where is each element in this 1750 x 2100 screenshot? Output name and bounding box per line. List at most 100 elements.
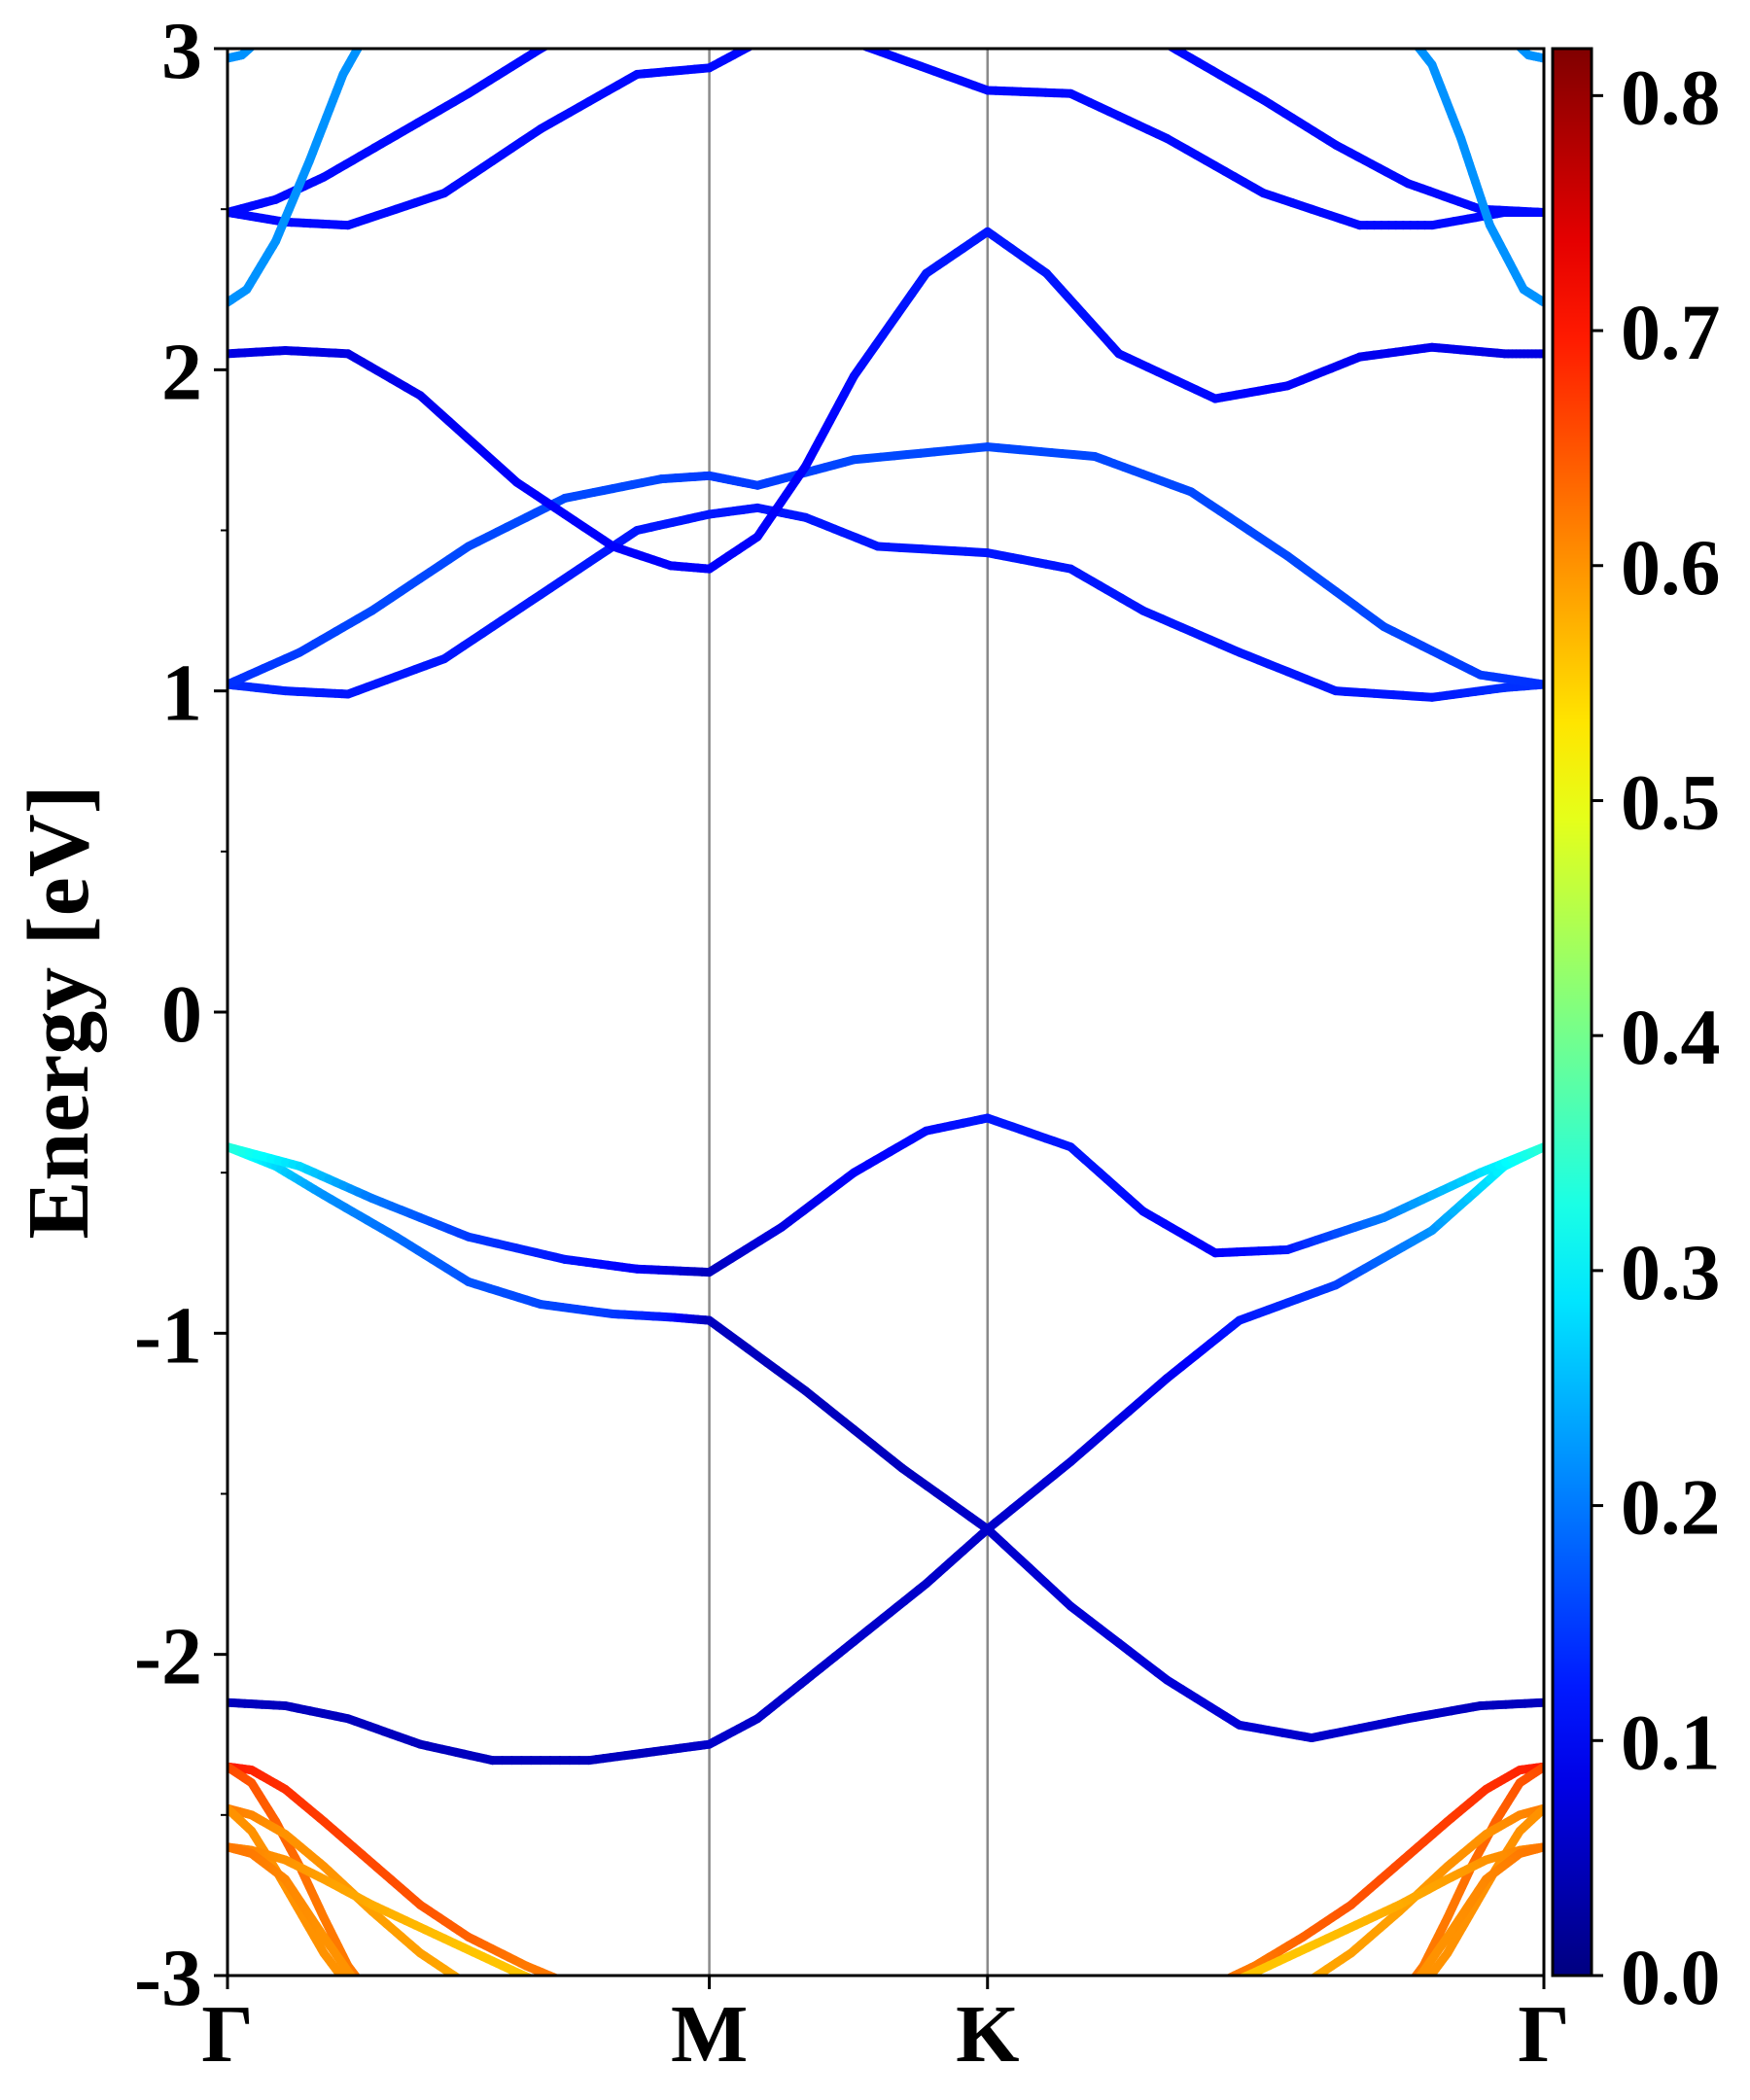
band-segment — [1411, 1975, 1416, 1976]
y-tick-label: -2 — [134, 1612, 202, 1702]
band-segment — [356, 1975, 361, 1976]
band-segment — [570, 29, 577, 33]
colorbar-tick-label: 0.5 — [1621, 757, 1721, 846]
band-segment — [1237, 1974, 1243, 1976]
band-segment — [858, 49, 872, 52]
band-9 — [1119, 17, 1544, 217]
band-segment — [1221, 1980, 1224, 1982]
band-7 — [228, 49, 1544, 230]
band-segment — [1166, 49, 1173, 51]
band-19 — [228, 1842, 357, 1985]
band-segment — [537, 1981, 540, 1982]
band-segment — [545, 49, 550, 50]
band-segment — [1119, 17, 1126, 20]
band-segment — [599, 14, 606, 18]
band-segment — [364, 33, 367, 38]
colorbar-tick-label: 0.3 — [1621, 1228, 1721, 1316]
band-segment — [627, 0, 634, 2]
y-tick-label: 1 — [161, 648, 202, 739]
x-tick-label: Γ — [1518, 1989, 1569, 2080]
band-segment — [361, 1983, 362, 1985]
band-11 — [1399, 23, 1544, 307]
band-segment — [367, 28, 369, 33]
band-segment — [1224, 1974, 1231, 1976]
y-tick-label: 3 — [161, 6, 202, 96]
band-14 — [228, 1762, 561, 1976]
band-1 — [228, 1524, 1544, 1766]
band-segment — [1229, 1982, 1232, 1983]
y-tick-label: -3 — [134, 1933, 202, 2023]
band-segment — [534, 1980, 537, 1981]
band-segment — [555, 37, 562, 41]
band-segment — [553, 1974, 561, 1976]
band-segment — [528, 1974, 535, 1976]
bands-group — [228, 0, 1544, 1985]
colorbar-tick-label: 0.0 — [1621, 1933, 1721, 2021]
colorbar: 0.0 0.1 0.2 0.3 0.4 0.5 0.6 0.7 0.8 — [1551, 47, 1721, 2021]
band-segment — [1226, 1984, 1229, 1985]
band-segment — [1403, 27, 1406, 31]
band-segment — [339, 1974, 346, 1976]
band-22 — [1303, 1803, 1544, 1985]
band-segment — [354, 1980, 357, 1985]
colorbar-gradient — [1551, 47, 1593, 1978]
band-segment — [1413, 40, 1416, 44]
x-tick-label: Γ — [201, 1989, 253, 2080]
band-segment — [1148, 33, 1155, 37]
colorbar-tick-label: 0.1 — [1621, 1698, 1721, 1786]
band-segment — [1409, 35, 1412, 39]
band-segment — [246, 49, 256, 52]
band-segment — [606, 10, 612, 14]
band-13 — [1515, 42, 1544, 63]
band-segment — [1303, 1982, 1308, 1985]
high-symmetry-lines — [708, 49, 989, 1976]
band-segment — [1155, 37, 1162, 41]
band-6 — [228, 227, 1544, 574]
y-tick-label: 0 — [161, 969, 202, 1060]
band-segment — [542, 1984, 545, 1985]
x-tick-label: K — [956, 1989, 1019, 2080]
colorbar-tick-label: 0.8 — [1621, 52, 1721, 141]
band-segment — [361, 38, 364, 43]
band-segment — [255, 42, 256, 43]
band-segment — [577, 25, 583, 29]
band-segment — [612, 6, 619, 10]
band-segment — [248, 49, 257, 51]
band-segment — [1309, 1974, 1316, 1976]
band-segment — [751, 49, 755, 50]
band-segment — [562, 33, 569, 37]
band-segment — [1134, 25, 1140, 29]
band-segment — [1399, 23, 1402, 27]
band-segment — [455, 1974, 463, 1976]
band-segment — [1224, 1973, 1236, 1976]
band-segment — [548, 1973, 561, 1976]
band-segment — [352, 1973, 361, 1976]
band-8 — [228, 0, 634, 217]
band-segment — [1423, 1982, 1425, 1985]
band-segment — [1515, 42, 1516, 43]
x-tick-label: M — [671, 1989, 748, 2080]
band-10 — [228, 23, 372, 307]
y-tick-label: 2 — [161, 327, 202, 417]
band-segment — [1414, 1980, 1417, 1985]
band-segment — [1232, 1981, 1235, 1982]
y-axis: -3 -2 -1 0 1 2 3 — [134, 6, 228, 2023]
colorbar-tick-label: 0.6 — [1621, 523, 1721, 612]
band-segment — [464, 1982, 469, 1985]
band-segment — [1515, 49, 1521, 50]
band-segment — [1425, 1974, 1432, 1976]
band-segment — [1126, 20, 1133, 24]
band-12 — [228, 42, 257, 63]
band-3 — [228, 1113, 1544, 1278]
band-segment — [1409, 1983, 1410, 1985]
band-segment — [1515, 49, 1525, 52]
band-2 — [228, 1142, 1544, 1534]
colorbar-tick-label: 0.7 — [1621, 288, 1721, 376]
band-segment — [360, 1981, 361, 1983]
band-segment — [369, 23, 372, 28]
colorbar-tick-label: 0.4 — [1621, 993, 1721, 1081]
band-segment — [584, 21, 591, 25]
band-segment — [1235, 1980, 1238, 1981]
band-5 — [228, 442, 1544, 689]
